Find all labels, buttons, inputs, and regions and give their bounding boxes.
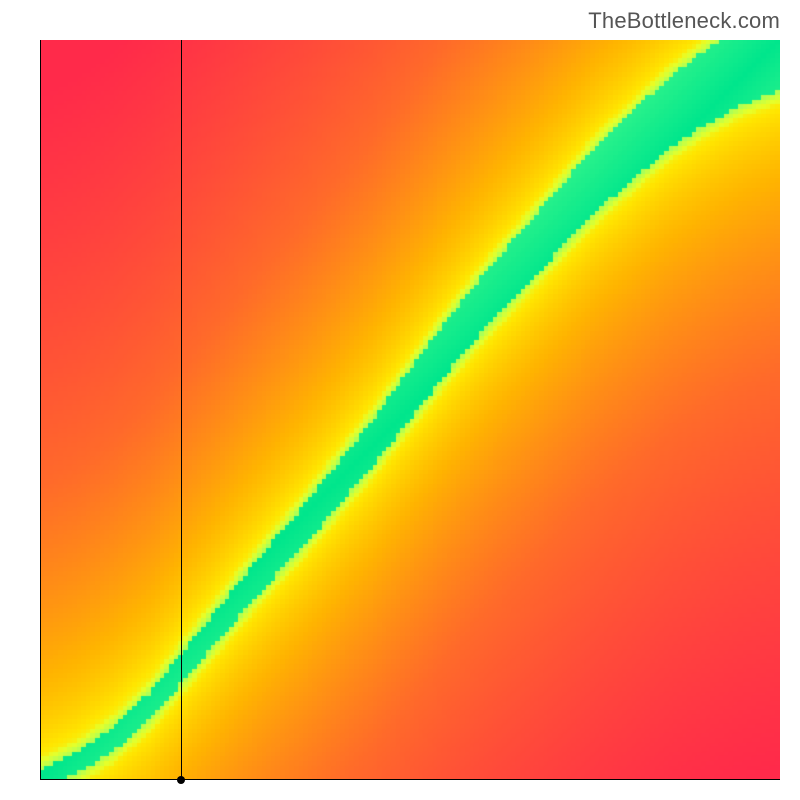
- y-axis-line: [40, 40, 41, 780]
- heatmap-canvas: [40, 40, 780, 780]
- marker-vertical-line: [181, 40, 182, 780]
- marker-horizontal-line: [40, 779, 780, 780]
- heatmap-plot: [40, 40, 780, 780]
- marker-dot: [177, 776, 185, 784]
- watermark-text: TheBottleneck.com: [588, 8, 780, 34]
